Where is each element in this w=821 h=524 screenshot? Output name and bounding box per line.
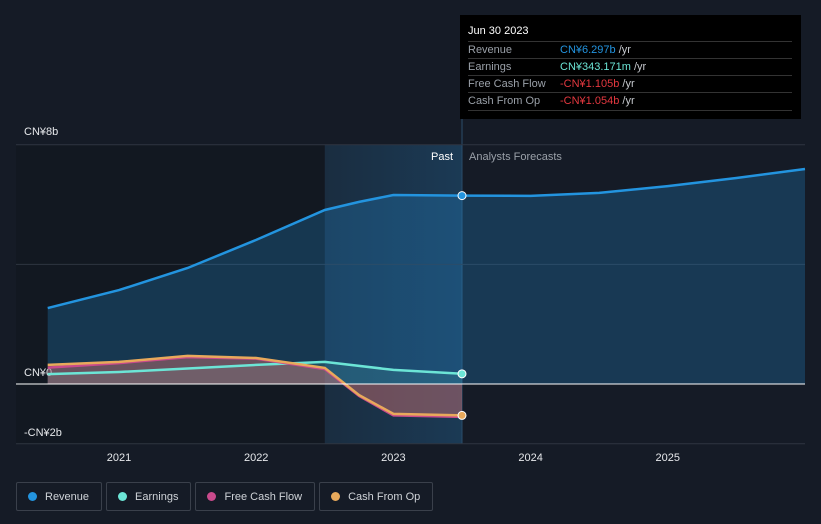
- earnings-point: [457, 369, 467, 379]
- past-label: Past: [431, 151, 453, 163]
- legend-free-cash-flow[interactable]: Free Cash Flow: [195, 482, 316, 511]
- unit: /yr: [619, 95, 635, 107]
- revenue-area: [47, 169, 805, 384]
- unit: /yr: [630, 61, 647, 73]
- y-tick-label: CN¥8b: [24, 126, 58, 138]
- tooltip-value: CN¥343.171m /yr: [560, 59, 646, 76]
- revenue-line: [47, 167, 806, 310]
- x-tick-label: 2024: [518, 452, 542, 464]
- legend-earnings[interactable]: Earnings: [106, 482, 192, 511]
- x-tick-label: 2022: [244, 452, 268, 464]
- earnings-area: [47, 361, 462, 384]
- legend-label: Earnings: [135, 490, 179, 503]
- past-background: [16, 144, 325, 444]
- free-cash-flow-area: [47, 357, 462, 417]
- value: -CN¥1.105b: [560, 78, 620, 90]
- tooltip-label: Earnings: [468, 61, 512, 73]
- revenue-point: [457, 191, 467, 201]
- tooltip-value: -CN¥1.105b /yr: [560, 76, 635, 93]
- cash-from-op-line: [47, 354, 463, 417]
- legend-cash-from-op[interactable]: Cash From Op: [319, 482, 434, 511]
- earnings-dot-icon: [118, 492, 128, 501]
- legend-label: Free Cash Flow: [224, 490, 303, 503]
- tooltip-row-revenue: Revenue CN¥6.297b /yr: [468, 41, 792, 59]
- tooltip-row-earnings: Earnings CN¥343.171m /yr: [468, 58, 792, 76]
- tooltip-row-cfo: Cash From Op -CN¥1.054b /yr: [468, 92, 792, 111]
- revenue-dot-icon: [28, 492, 37, 501]
- y-tick-label: -CN¥2b: [24, 427, 62, 439]
- value: CN¥6.297b: [560, 44, 616, 56]
- forecast-label: Analysts Forecasts: [469, 151, 562, 163]
- cfo-dot-icon: [331, 492, 341, 501]
- legend-revenue[interactable]: Revenue: [16, 482, 103, 511]
- value: CN¥343.171m: [560, 61, 631, 73]
- y-tick-label: CN¥0: [24, 367, 52, 379]
- x-tick-label: 2025: [656, 452, 680, 464]
- legend: Revenue Earnings Free Cash Flow Cash Fro…: [16, 482, 434, 511]
- x-tick-label: 2021: [107, 452, 131, 464]
- tooltip-value: CN¥6.297b /yr: [560, 42, 631, 59]
- cash-from-op-point: [457, 410, 467, 420]
- tooltip-label: Revenue: [468, 44, 513, 56]
- chart: CN¥8b CN¥0 -CN¥2b 2021 2022 2023 2024 2025 Past A…: [16, 15, 806, 464]
- tooltip-value: -CN¥1.054b /yr: [560, 93, 635, 110]
- tooltip: Jun 30 2023 Revenue CN¥6.297b /yr Earning…: [460, 15, 801, 119]
- value: -CN¥1.054b: [560, 95, 620, 107]
- x-tick-label: 2023: [381, 452, 405, 464]
- legend-label: Cash From Op: [348, 490, 421, 503]
- tooltip-label: Free Cash Flow: [468, 78, 546, 90]
- legend-label: Revenue: [45, 490, 90, 503]
- earnings-line: [47, 360, 463, 376]
- unit: /yr: [619, 78, 635, 90]
- tooltip-date: Jun 30 2023: [468, 25, 529, 37]
- tooltip-row-fcf: Free Cash Flow -CN¥1.105b /yr: [468, 75, 792, 93]
- unit: /yr: [615, 44, 631, 56]
- fcf-dot-icon: [207, 492, 217, 501]
- tooltip-label: Cash From Op: [468, 95, 541, 107]
